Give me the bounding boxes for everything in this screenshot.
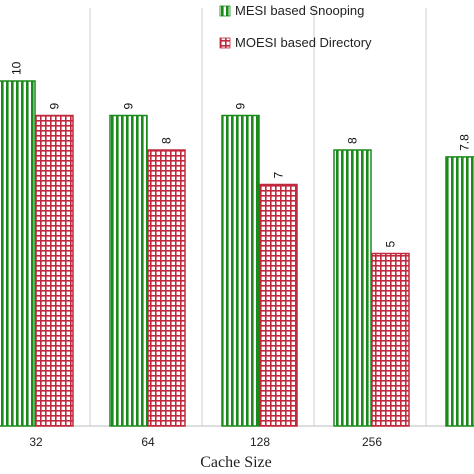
x-tick-label: 32 <box>29 435 43 449</box>
data-label-moesi-128: 7 <box>272 172 286 179</box>
data-label-mesi-128: 9 <box>234 103 248 110</box>
bar-moesi-128 <box>259 183 298 427</box>
bar-moesi-32 <box>35 114 74 427</box>
data-label-mesi-256: 8 <box>346 137 360 144</box>
x-tick-label: 128 <box>250 435 270 449</box>
bar-moesi-256 <box>371 252 410 427</box>
data-label-moesi-256: 5 <box>384 241 398 248</box>
legend-label-moesi: MOESI based Directory <box>235 35 372 50</box>
x-tick-label: 256 <box>362 435 382 449</box>
bar-mesi-128 <box>221 114 260 427</box>
bar-moesi-64 <box>147 149 186 427</box>
x-tick-labels: 32 64 128 256 <box>29 435 382 449</box>
bar-mesi-512 <box>445 156 474 427</box>
bar-mesi-256 <box>333 149 372 427</box>
x-tick-label: 64 <box>141 435 155 449</box>
category-separators <box>89 8 427 426</box>
bars <box>0 80 474 427</box>
x-axis-title: Cache Size <box>200 454 272 471</box>
data-label-moesi-32: 9 <box>48 103 62 110</box>
legend-swatch-moesi <box>219 37 231 49</box>
data-label-mesi-64: 9 <box>122 103 136 110</box>
data-labels: 10 9 9 8 7.8 9 8 7 5 <box>10 61 472 247</box>
data-label-moesi-64: 8 <box>160 137 174 144</box>
bar-mesi-32 <box>0 80 36 427</box>
legend: MESI based Snooping MOESI based Director… <box>219 3 372 50</box>
bar-mesi-64 <box>109 114 148 427</box>
legend-swatch-mesi <box>219 5 231 17</box>
data-label-mesi-32: 10 <box>10 61 24 75</box>
data-label-mesi-512: 7.8 <box>458 134 472 151</box>
legend-label-mesi: MESI based Snooping <box>235 3 364 18</box>
